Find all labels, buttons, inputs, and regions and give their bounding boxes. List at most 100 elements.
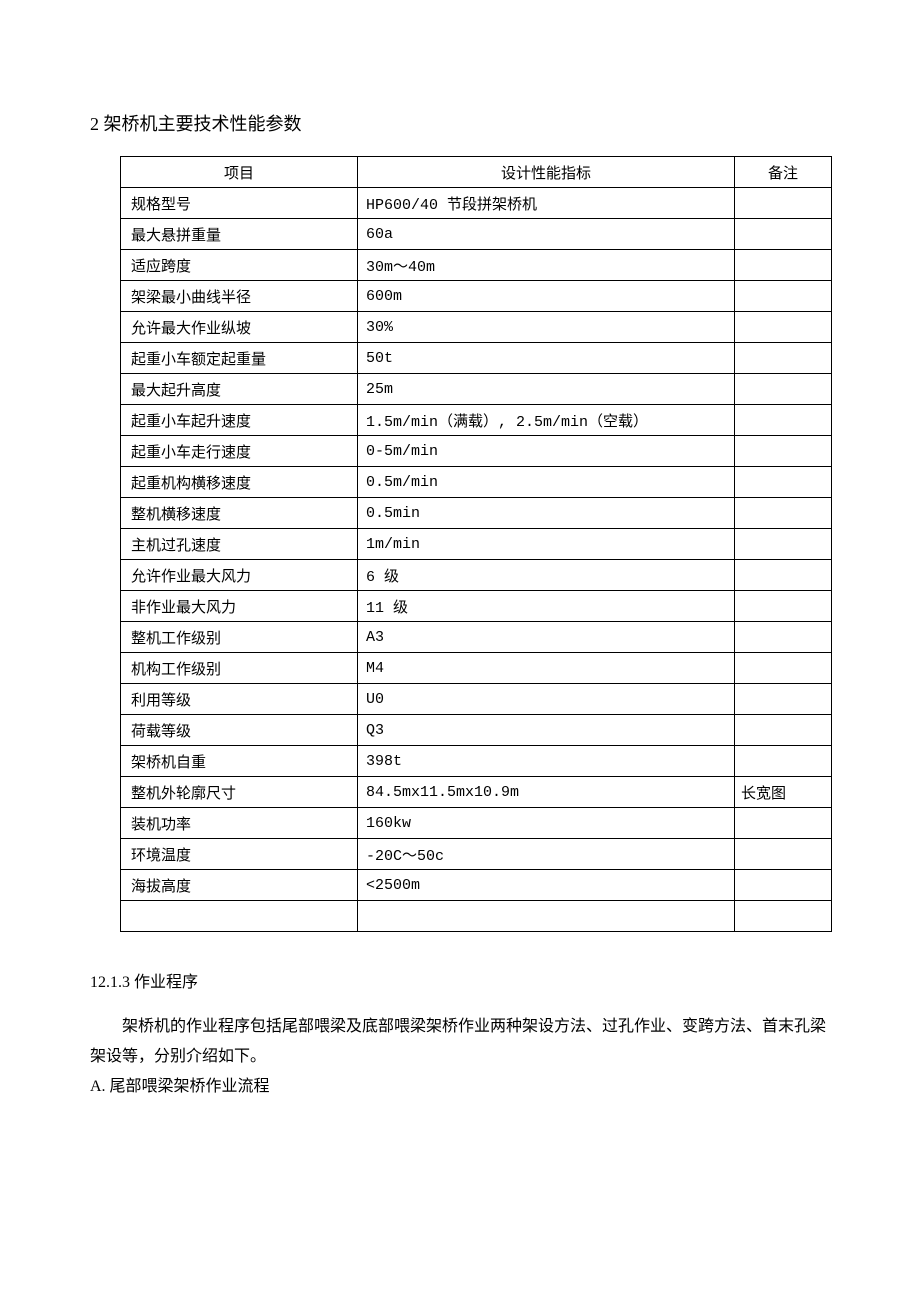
cell-note <box>735 374 832 405</box>
cell-note <box>735 653 832 684</box>
table-row: 架桥机自重398t <box>121 746 832 777</box>
cell-note <box>735 684 832 715</box>
table-row: 装机功率160kw <box>121 808 832 839</box>
table-row: 机构工作级别M4 <box>121 653 832 684</box>
cell-note: 长宽图 <box>735 777 832 808</box>
table-row: 规格型号HP600/40 节段拼架桥机 <box>121 188 832 219</box>
cell-value <box>358 901 735 932</box>
cell-item <box>121 901 358 932</box>
cell-value: 0-5m/min <box>358 436 735 467</box>
cell-item: 起重机构横移速度 <box>121 467 358 498</box>
cell-item: 海拔高度 <box>121 870 358 901</box>
cell-note <box>735 312 832 343</box>
table-row: 最大起升高度25m <box>121 374 832 405</box>
cell-item: 起重小车起升速度 <box>121 405 358 436</box>
table-row: 荷载等级Q3 <box>121 715 832 746</box>
col-header-note: 备注 <box>735 157 832 188</box>
table-row: 最大悬拼重量60a <box>121 219 832 250</box>
cell-note <box>735 560 832 591</box>
cell-item: 利用等级 <box>121 684 358 715</box>
cell-value: -20C～50c <box>358 839 735 870</box>
cell-note <box>735 498 832 529</box>
cell-note <box>735 901 832 932</box>
cell-item: 允许作业最大风力 <box>121 560 358 591</box>
cell-value: 0.5m/min <box>358 467 735 498</box>
section-sub-a: A. 尾部喂梁架桥作业流程 <box>90 1072 830 1102</box>
cell-note <box>735 188 832 219</box>
cell-note <box>735 281 832 312</box>
table-row: 起重小车走行速度0-5m/min <box>121 436 832 467</box>
section-paragraph: 架桥机的作业程序包括尾部喂梁及底部喂梁架桥作业两种架设方法、过孔作业、变跨方法、… <box>90 1012 830 1072</box>
cell-note <box>735 715 832 746</box>
cell-value: 60a <box>358 219 735 250</box>
cell-value: 11 级 <box>358 591 735 622</box>
cell-value: 84.5mx11.5mx10.9m <box>358 777 735 808</box>
cell-value: A3 <box>358 622 735 653</box>
cell-note <box>735 591 832 622</box>
cell-note <box>735 467 832 498</box>
cell-note <box>735 219 832 250</box>
table-header-row: 项目 设计性能指标 备注 <box>121 157 832 188</box>
table-row: 整机外轮廓尺寸84.5mx11.5mx10.9m长宽图 <box>121 777 832 808</box>
cell-value: 600m <box>358 281 735 312</box>
cell-item: 架梁最小曲线半径 <box>121 281 358 312</box>
cell-item: 整机横移速度 <box>121 498 358 529</box>
table-row: 主机过孔速度1m/min <box>121 529 832 560</box>
cell-item: 荷载等级 <box>121 715 358 746</box>
section-number: 12.1.3 作业程序 <box>90 968 830 992</box>
cell-value: 1.5m/min（满载）, 2.5m/min（空载） <box>358 405 735 436</box>
cell-note <box>735 839 832 870</box>
cell-note <box>735 622 832 653</box>
cell-value: 1m/min <box>358 529 735 560</box>
table-row: 架梁最小曲线半径600m <box>121 281 832 312</box>
table-row: 允许最大作业纵坡30% <box>121 312 832 343</box>
cell-note <box>735 436 832 467</box>
cell-value: 6 级 <box>358 560 735 591</box>
col-header-value: 设计性能指标 <box>358 157 735 188</box>
cell-value: 25m <box>358 374 735 405</box>
cell-value: <2500m <box>358 870 735 901</box>
table-row: 海拔高度<2500m <box>121 870 832 901</box>
cell-item: 整机工作级别 <box>121 622 358 653</box>
table-row <box>121 901 832 932</box>
cell-item: 架桥机自重 <box>121 746 358 777</box>
cell-item: 机构工作级别 <box>121 653 358 684</box>
table-row: 起重小车额定起重量50t <box>121 343 832 374</box>
cell-note <box>735 250 832 281</box>
spec-table: 项目 设计性能指标 备注 规格型号HP600/40 节段拼架桥机最大悬拼重量60… <box>120 156 832 932</box>
cell-item: 最大起升高度 <box>121 374 358 405</box>
table-row: 环境温度-20C～50c <box>121 839 832 870</box>
table-row: 允许作业最大风力6 级 <box>121 560 832 591</box>
table-row: 非作业最大风力11 级 <box>121 591 832 622</box>
col-header-item: 项目 <box>121 157 358 188</box>
cell-value: 160kw <box>358 808 735 839</box>
cell-note <box>735 343 832 374</box>
cell-value: 30m～40m <box>358 250 735 281</box>
cell-value: 50t <box>358 343 735 374</box>
cell-value: U0 <box>358 684 735 715</box>
cell-item: 适应跨度 <box>121 250 358 281</box>
cell-note <box>735 746 832 777</box>
cell-item: 装机功率 <box>121 808 358 839</box>
cell-item: 最大悬拼重量 <box>121 219 358 250</box>
table-row: 适应跨度30m～40m <box>121 250 832 281</box>
cell-value: 0.5min <box>358 498 735 529</box>
cell-item: 起重小车走行速度 <box>121 436 358 467</box>
cell-item: 规格型号 <box>121 188 358 219</box>
cell-note <box>735 808 832 839</box>
table-row: 利用等级U0 <box>121 684 832 715</box>
cell-value: M4 <box>358 653 735 684</box>
table-row: 起重机构横移速度0.5m/min <box>121 467 832 498</box>
cell-note <box>735 529 832 560</box>
page-title: 2 架桥机主要技术性能参数 <box>90 110 830 136</box>
table-row: 整机工作级别A3 <box>121 622 832 653</box>
cell-item: 环境温度 <box>121 839 358 870</box>
cell-item: 允许最大作业纵坡 <box>121 312 358 343</box>
cell-value: 398t <box>358 746 735 777</box>
cell-value: 30% <box>358 312 735 343</box>
cell-note <box>735 870 832 901</box>
cell-item: 主机过孔速度 <box>121 529 358 560</box>
cell-value: HP600/40 节段拼架桥机 <box>358 188 735 219</box>
cell-note <box>735 405 832 436</box>
table-row: 整机横移速度0.5min <box>121 498 832 529</box>
